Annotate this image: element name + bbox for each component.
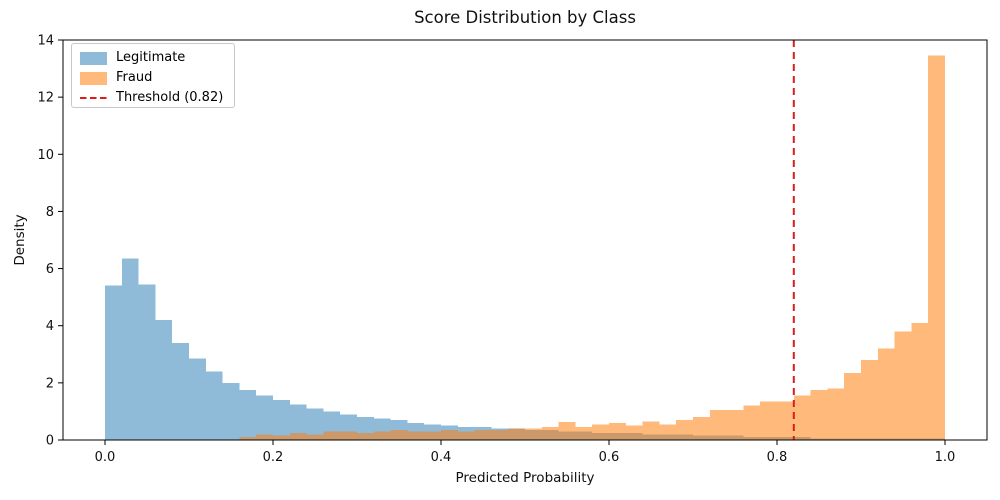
chart-title: Score Distribution by Class <box>414 8 636 27</box>
hist-bar-fraud <box>911 322 929 440</box>
plot-frame <box>62 39 988 441</box>
hist-bar-fraud <box>558 422 576 440</box>
hist-bar-fraud <box>743 405 761 440</box>
legend-label-fraud: Fraud <box>116 70 153 85</box>
y-tick-label: 10 <box>37 148 54 163</box>
hist-bar-fraud <box>239 437 257 440</box>
x-tick-label: 0.0 <box>95 450 116 465</box>
hist-bar-legitimate <box>239 390 257 440</box>
y-tick-label: 2 <box>46 376 54 391</box>
hist-bar-legitimate <box>121 258 139 440</box>
hist-bar-fraud <box>592 424 609 440</box>
legend-item-legitimate: Legitimate <box>80 48 228 68</box>
hist-bar-fraud <box>541 427 559 440</box>
hist-bar-legitimate <box>105 285 122 440</box>
hist-bar-fraud <box>407 431 425 440</box>
hist-bar-fraud <box>575 427 593 440</box>
hist-bar-fraud <box>659 424 677 440</box>
x-tick-label: 1.0 <box>935 450 956 465</box>
hist-bar-legitimate <box>306 408 324 440</box>
y-tick-label: 8 <box>46 205 54 220</box>
hist-bar-legitimate <box>289 404 307 440</box>
legend-item-threshold: Threshold (0.82) <box>80 88 228 108</box>
x-tick-label: 0.4 <box>431 450 452 465</box>
hist-bar-fraud <box>390 430 408 440</box>
hist-bar-fraud <box>642 421 660 440</box>
x-tick-label: 0.6 <box>599 450 620 465</box>
hist-bar-fraud <box>323 431 341 440</box>
hist-bar-fraud <box>861 360 878 440</box>
hist-bar-legitimate <box>155 320 173 440</box>
hist-bar-fraud <box>693 417 710 440</box>
hist-bar-fraud <box>474 430 492 440</box>
hist-bar-fraud <box>810 390 828 440</box>
hist-bar-legitimate <box>256 395 273 440</box>
hist-bar-legitimate <box>138 284 156 440</box>
y-axis-label: Density <box>12 214 28 266</box>
hist-bar-legitimate <box>273 400 290 440</box>
hist-bar-legitimate <box>189 358 206 440</box>
hist-bar-fraud <box>340 431 357 440</box>
hist-bar-fraud <box>844 372 861 440</box>
hist-bar-fraud <box>525 428 542 440</box>
hist-bar-fraud <box>273 435 290 440</box>
legend-swatch-legitimate <box>80 51 107 65</box>
legend-label-legitimate: Legitimate <box>116 50 186 65</box>
hist-bar-fraud <box>709 410 727 440</box>
hist-bar-legitimate <box>172 342 189 440</box>
legend-label-threshold: Threshold (0.82) <box>116 90 224 105</box>
hist-bar-fraud <box>793 395 811 440</box>
hist-bar-fraud <box>457 431 475 440</box>
hist-bar-fraud <box>289 432 307 440</box>
y-tick-label: 14 <box>37 34 54 49</box>
hist-bar-fraud <box>894 331 912 440</box>
y-tick-label: 12 <box>37 91 54 106</box>
hist-bar-fraud <box>726 410 744 440</box>
hist-bar-fraud <box>928 55 945 440</box>
x-tick-label: 0.8 <box>767 450 788 465</box>
hist-bar-fraud <box>306 434 324 440</box>
hist-bar-fraud <box>491 430 509 440</box>
legend-swatch-fraud <box>80 71 107 85</box>
hist-bar-fraud <box>373 431 391 440</box>
x-tick-label: 0.2 <box>263 450 284 465</box>
x-axis-label: Predicted Probability <box>455 470 595 486</box>
hist-bar-fraud <box>441 430 458 440</box>
hist-bar-fraud <box>508 428 525 440</box>
hist-bar-fraud <box>676 420 693 440</box>
hist-bar-fraud <box>777 401 794 440</box>
y-tick-label: 4 <box>46 319 54 334</box>
y-tick-label: 0 <box>46 434 54 449</box>
hist-bar-fraud <box>827 388 845 440</box>
hist-bar-fraud <box>256 434 273 440</box>
legend-item-fraud: Fraud <box>80 68 228 88</box>
hist-bar-fraud <box>625 425 643 440</box>
hist-bar-fraud <box>357 432 374 440</box>
legend-threshold-line-icon <box>80 96 107 100</box>
hist-bar-legitimate <box>205 371 223 440</box>
legend: Legitimate Fraud Threshold (0.82) <box>71 43 235 108</box>
hist-bar-fraud <box>424 431 441 440</box>
hist-bar-legitimate <box>222 382 240 440</box>
hist-bar-fraud <box>877 348 895 440</box>
hist-bar-fraud <box>609 422 626 440</box>
hist-bar-fraud <box>760 401 777 440</box>
y-tick-label: 6 <box>46 262 54 277</box>
